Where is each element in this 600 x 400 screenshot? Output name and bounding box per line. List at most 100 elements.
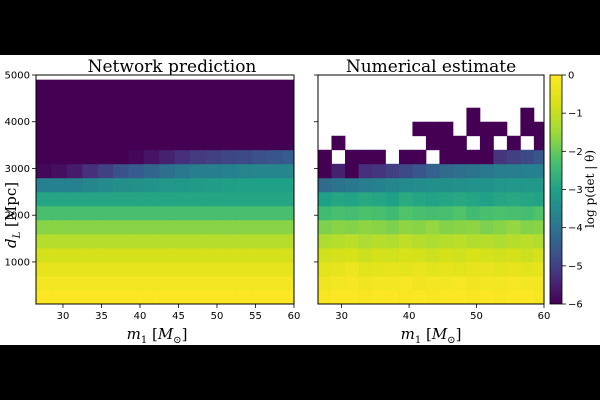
- right-heatmap-cell: [466, 205, 481, 221]
- right-heatmap-cell: [398, 261, 413, 277]
- right-heatmap-cell: [358, 219, 373, 235]
- right-heatmap-cell: [533, 191, 545, 207]
- right-heatmap-cell: [479, 149, 494, 165]
- left-heatmap-cell: [97, 135, 114, 151]
- left-heatmap-cell: [113, 163, 129, 179]
- left-x-tick-label: 45: [172, 311, 185, 322]
- left-heatmap-cell: [205, 289, 222, 305]
- left-heatmap-cell: [143, 121, 160, 137]
- left-heatmap-cell: [82, 261, 99, 277]
- left-heatmap-cell: [66, 233, 83, 249]
- right-heatmap-cell: [520, 121, 535, 137]
- left-heatmap-cell: [51, 219, 68, 235]
- left-heatmap-cell: [174, 93, 191, 109]
- right-heatmap-cell: [331, 135, 346, 151]
- left-heatmap-cell: [190, 177, 206, 193]
- right-heatmap-cell: [331, 219, 346, 235]
- left-heatmap-cell: [282, 163, 295, 179]
- left-heatmap-cell: [97, 205, 114, 221]
- right-heatmap-cell: [466, 121, 481, 137]
- left-heatmap-cell: [143, 79, 160, 95]
- left-heatmap-cell: [220, 219, 237, 235]
- right-heatmap-cell: [466, 107, 481, 123]
- left-heatmap-cell: [113, 205, 129, 221]
- left-heatmap-cell: [282, 107, 295, 123]
- left-heatmap-cell: [97, 93, 114, 109]
- left-heatmap-cell: [267, 107, 283, 123]
- left-heatmap-cell: [236, 247, 253, 263]
- right-heatmap-cell: [533, 233, 545, 249]
- left-heatmap-cell: [97, 79, 114, 95]
- right-heatmap-cell: [479, 177, 494, 193]
- left-heatmap-cell: [220, 191, 237, 207]
- left-heatmap-cell: [251, 93, 268, 109]
- right-heatmap-cell: [533, 261, 545, 277]
- left-heatmap-cell: [51, 163, 68, 179]
- left-heatmap-cell: [82, 275, 99, 291]
- right-heatmap-cell: [466, 163, 481, 179]
- right-heatmap-cell: [452, 275, 467, 291]
- right-heatmap-cell: [506, 163, 521, 179]
- left-heatmap-cell: [143, 177, 160, 193]
- left-heatmap-cell: [174, 121, 191, 137]
- left-heatmap-cell: [205, 163, 222, 179]
- left-heatmap-cell: [174, 261, 191, 277]
- left-heatmap-cell: [113, 261, 129, 277]
- right-heatmap-cell: [452, 219, 467, 235]
- left-heatmap-cell: [143, 135, 160, 151]
- right-heatmap-cell: [385, 177, 400, 193]
- right-heatmap-cell: [439, 121, 454, 137]
- right-heatmap-cell: [506, 289, 521, 305]
- right-x-tick-label: 30: [335, 311, 348, 322]
- right-heatmap-cell: [479, 275, 494, 291]
- right-heatmap-cell: [331, 275, 346, 291]
- left-heatmap-cell: [97, 107, 114, 123]
- left-heatmap-cell: [159, 177, 176, 193]
- right-heatmap-cell: [506, 261, 521, 277]
- right-heatmap-cell: [425, 177, 440, 193]
- right-heatmap-cell: [412, 191, 427, 207]
- right-heatmap-cell: [398, 177, 413, 193]
- right-heatmap-cell: [371, 233, 386, 249]
- right-heatmap-cell: [479, 191, 494, 207]
- left-heatmap-cell: [220, 205, 237, 221]
- right-heatmap-cell: [318, 163, 332, 179]
- right-heatmap-cell: [318, 261, 332, 277]
- right-heatmap-cell: [452, 261, 467, 277]
- left-heatmap-cell: [205, 275, 222, 291]
- left-heatmap-cell: [220, 275, 237, 291]
- left-heatmap-cell: [220, 107, 237, 123]
- right-heatmap-cell: [371, 289, 386, 305]
- right-heatmap-cell: [506, 219, 521, 235]
- left-heatmap-cell: [236, 275, 253, 291]
- left-heatmap-cell: [267, 135, 283, 151]
- left-heatmap-cell: [205, 191, 222, 207]
- left-heatmap-cell: [251, 107, 268, 123]
- right-heatmap-cell: [398, 205, 413, 221]
- left-heatmap-cell: [143, 149, 160, 165]
- left-heatmap-cell: [128, 275, 145, 291]
- right-heatmap-cell: [452, 247, 467, 263]
- right-heatmap-cell: [398, 233, 413, 249]
- right-heatmap-cell: [466, 233, 481, 249]
- right-heatmap-cell: [439, 163, 454, 179]
- left-heatmap-cell: [82, 163, 99, 179]
- right-heatmap-cell: [439, 191, 454, 207]
- left-heatmap-cell: [174, 275, 191, 291]
- left-heatmap-cell: [97, 275, 114, 291]
- right-heatmap-cell: [331, 163, 346, 179]
- left-plot-frame: [35, 74, 295, 305]
- right-heatmap-cell: [371, 247, 386, 263]
- right-heatmap-cell: [479, 121, 494, 137]
- right-heatmap-cell: [385, 219, 400, 235]
- colorbar-tick-label: −6: [568, 300, 583, 311]
- left-heatmap-cell: [128, 233, 145, 249]
- left-heatmap-cell: [236, 121, 253, 137]
- right-heatmap-cell: [358, 205, 373, 221]
- left-heatmap-cell: [251, 191, 268, 207]
- right-heatmap-cell: [439, 135, 454, 151]
- left-heatmap-cell: [174, 79, 191, 95]
- right-heatmap-cell: [479, 135, 494, 151]
- colorbar-tick-label: −5: [568, 261, 583, 272]
- right-heatmap-cell: [520, 205, 535, 221]
